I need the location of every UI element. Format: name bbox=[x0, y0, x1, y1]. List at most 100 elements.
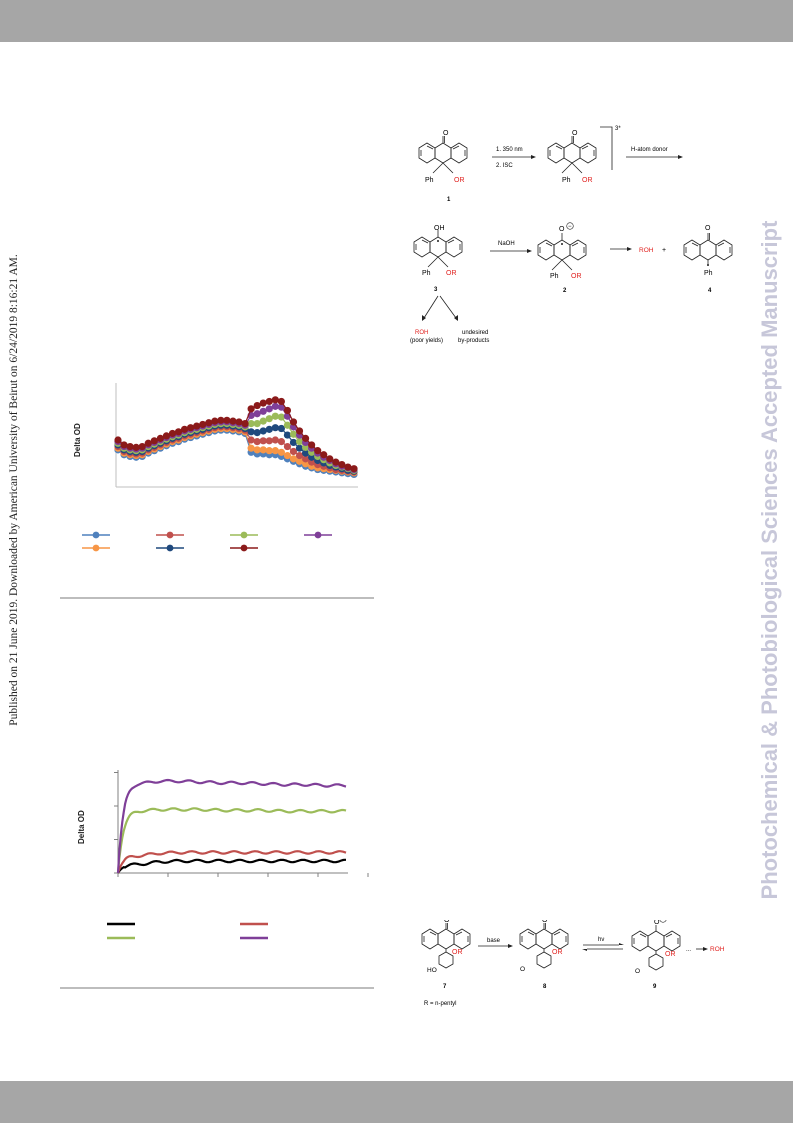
chart1-point bbox=[338, 461, 346, 469]
chart1-point bbox=[308, 453, 316, 461]
chart1-point bbox=[326, 455, 334, 463]
chart1-point bbox=[150, 437, 158, 445]
chart1-point bbox=[193, 422, 201, 430]
reaction-scheme-2: O HO OR 7 R = n-pentyl base O O OR 8 hν … bbox=[421, 920, 725, 1007]
chart1-legend-marker bbox=[92, 544, 100, 552]
chart1-point bbox=[271, 436, 279, 444]
chart1-point bbox=[289, 430, 298, 438]
figure-rule-1 bbox=[60, 597, 374, 599]
reaction-scheme-1: O Ph OR 1 1. 350 nm 2. ISC O Ph OR 3* H-… bbox=[410, 126, 733, 344]
step1-line2: 2. ISC bbox=[496, 163, 513, 169]
branch-roh: ROH bbox=[415, 330, 428, 336]
compound-9-number: 9 bbox=[653, 984, 657, 990]
compound-7-structure bbox=[421, 923, 471, 969]
chart1-point bbox=[271, 402, 279, 410]
kinetic-trace-chart: Delta OD bbox=[77, 770, 369, 940]
chart1-point bbox=[283, 421, 292, 429]
chart1-point bbox=[308, 458, 316, 466]
chart1-point bbox=[283, 442, 292, 451]
roh-product: ROH bbox=[639, 247, 654, 254]
chart1-point bbox=[277, 413, 285, 421]
chart2-trace bbox=[116, 850, 347, 874]
compound-2-structure bbox=[537, 233, 587, 271]
chart1-point bbox=[259, 427, 267, 435]
chart1-point bbox=[271, 447, 279, 455]
plus-sign: + bbox=[662, 247, 666, 254]
chart1-legend-marker bbox=[92, 531, 100, 539]
chart1-point bbox=[283, 431, 292, 439]
triplet-ph: Ph bbox=[562, 177, 571, 184]
chart1-point bbox=[259, 407, 267, 415]
triplet-mark: 3* bbox=[615, 126, 621, 132]
chart1-point bbox=[277, 424, 285, 433]
compound-1-structure bbox=[418, 136, 468, 174]
chart1-point bbox=[247, 444, 255, 452]
chart1-point bbox=[301, 460, 310, 468]
chart1-point bbox=[156, 434, 164, 442]
compound-7-o: O bbox=[444, 920, 450, 924]
step1-line1: 1. 350 nm bbox=[496, 147, 523, 153]
chart1-point bbox=[320, 451, 328, 459]
branch-poor-yields: (poor yields) bbox=[410, 338, 443, 344]
chart1-point bbox=[168, 429, 177, 438]
chart2-trace bbox=[116, 807, 347, 874]
compound-3-structure bbox=[413, 230, 463, 268]
chart1-point bbox=[241, 420, 249, 428]
chart1-point bbox=[265, 425, 273, 433]
triplet-o: O bbox=[572, 130, 578, 137]
chart1-point bbox=[271, 424, 279, 432]
r-definition: R = n-pentyl bbox=[424, 1001, 457, 1007]
compound-8-structure bbox=[519, 923, 569, 969]
chart1-point bbox=[253, 438, 261, 446]
chart1-point bbox=[247, 428, 255, 436]
scheme2-roh: ROH bbox=[710, 946, 725, 953]
branch-undesired: undesired bbox=[462, 330, 488, 336]
chart1-point bbox=[283, 451, 292, 460]
compound-9-minus: − bbox=[661, 920, 665, 923]
compound-2-o: O bbox=[559, 226, 565, 233]
chart1-point bbox=[301, 455, 310, 463]
chart1-point bbox=[277, 403, 285, 411]
compound-7-ho: HO bbox=[427, 967, 437, 974]
chart1-point bbox=[259, 437, 267, 445]
chart1-point bbox=[253, 401, 261, 410]
chart1-point bbox=[314, 447, 322, 455]
chart1-point bbox=[295, 451, 304, 460]
chart1-point bbox=[211, 417, 219, 425]
compound-2-minus: − bbox=[568, 224, 572, 230]
chart1-point bbox=[187, 424, 195, 432]
compound-2-or: OR bbox=[571, 273, 582, 280]
chart1-point bbox=[277, 448, 285, 456]
chart1-point bbox=[301, 449, 310, 457]
branch-byproducts: by-products bbox=[458, 338, 489, 344]
chart1-point bbox=[199, 420, 207, 429]
chart1-point bbox=[308, 441, 316, 449]
compound-1-o: O bbox=[443, 130, 449, 137]
transient-absorption-chart: Delta OD bbox=[73, 383, 358, 552]
chart1-point bbox=[120, 441, 128, 449]
chart1-point bbox=[126, 442, 134, 451]
chart1-point bbox=[180, 425, 189, 433]
chart1-point bbox=[229, 417, 237, 425]
chart1-point bbox=[144, 439, 152, 447]
compound-4-ph: Ph bbox=[704, 270, 713, 277]
compound-1-number: 1 bbox=[447, 197, 451, 203]
compound-9-structure bbox=[631, 925, 681, 971]
h-atom-donor: H-atom donor bbox=[631, 147, 668, 153]
branch-arrow-left bbox=[423, 295, 439, 319]
chart1-point bbox=[259, 417, 267, 425]
chart1-point bbox=[295, 438, 304, 446]
compound-3-ph: Ph bbox=[422, 270, 431, 277]
chart1-point bbox=[350, 465, 358, 473]
chart1-legend-marker bbox=[166, 544, 174, 552]
chart1-point bbox=[253, 410, 261, 418]
chart1-point bbox=[265, 415, 273, 423]
chart1-legend-marker bbox=[166, 531, 174, 539]
bottom-banner bbox=[0, 1081, 793, 1123]
chart1-point bbox=[289, 438, 298, 447]
chart2-legend bbox=[107, 922, 268, 940]
triplet-structure bbox=[547, 136, 597, 174]
naoh-label: NaOH bbox=[498, 241, 515, 247]
chart1-point bbox=[259, 446, 267, 454]
triplet-or: OR bbox=[582, 177, 593, 184]
